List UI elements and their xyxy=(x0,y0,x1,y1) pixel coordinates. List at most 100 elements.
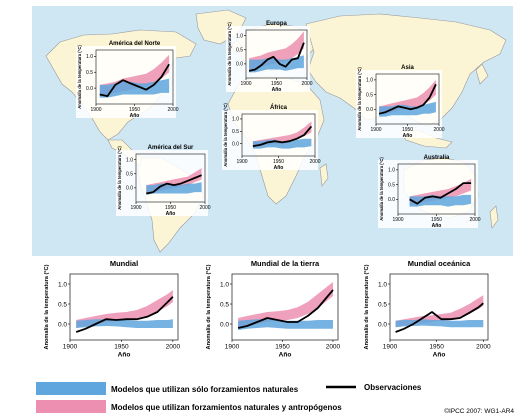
panel-title: Australia xyxy=(424,155,450,161)
observations-line xyxy=(252,125,313,147)
y-tick-label: 0.5 xyxy=(388,182,395,188)
ipcc-credit: ©IPCC 2007: WG1-AR4 xyxy=(444,407,514,415)
panel-title: América del Sur xyxy=(148,145,194,151)
y-tick-label: 0.5 xyxy=(86,70,93,76)
x-tick-label: 1900 xyxy=(90,107,101,113)
panel-mundial-oceanica: 1900 1950 2000 0.0 0.5 1.0 Año Anomalía de la t… xyxy=(364,259,491,358)
anthropogenic-band xyxy=(238,282,333,328)
y-axis-label: Anomalía de la temperatura (°C) xyxy=(77,45,82,109)
legend-anthro-label: Modelos que utilizan forzamientos natura… xyxy=(111,403,342,412)
panel-australia: 1900 1950 2000 0.0 0.5 1.0 Año Anomalía de la t… xyxy=(378,155,481,229)
y-tick-label: 1.0 xyxy=(86,54,93,60)
y-tick-label: 0.0 xyxy=(232,141,239,147)
observations-line xyxy=(395,302,484,333)
legend-observations-label: Observaciones xyxy=(364,383,422,392)
x-tick-label: 2000 xyxy=(326,344,341,351)
y-tick-label: 1.0 xyxy=(58,281,67,288)
observations-line xyxy=(248,42,305,72)
y-tick-label: 1.0 xyxy=(220,281,229,288)
legend-natural-swatch xyxy=(36,382,106,395)
new-zealand-landmass xyxy=(489,205,499,229)
y-tick-label: 0.5 xyxy=(378,301,387,308)
panel-africa: 1900 1950 2000 0.0 0.5 1.0 Año Anomalía de la t… xyxy=(222,103,321,171)
x-tick-label: 1950 xyxy=(165,205,176,211)
chart-panels: 1900 1950 2000 0.0 0.5 1.0 Año Anomalía de la t… xyxy=(44,21,491,358)
x-tick-label: 2000 xyxy=(433,127,444,133)
x-axis-label: Año xyxy=(130,113,140,119)
y-tick-label: 1.0 xyxy=(232,117,239,123)
x-tick-label: 1950 xyxy=(273,159,284,165)
y-tick-label: 0.0 xyxy=(126,186,133,192)
x-tick-label: 1900 xyxy=(392,217,403,223)
panel-title: África xyxy=(270,104,288,111)
y-tick-label: 0.0 xyxy=(220,321,229,328)
panel-title: Asia xyxy=(401,65,414,71)
observations-line xyxy=(378,83,437,115)
x-tick-label: 1950 xyxy=(275,344,290,351)
y-tick-label: 1.0 xyxy=(126,157,133,163)
x-tick-label: 2000 xyxy=(166,344,181,351)
y-tick-label: 0.0 xyxy=(378,321,387,328)
panel-mundial-de-la-tierra: 1900 1950 2000 0.0 0.5 1.0 Año Anomalía de la t… xyxy=(206,259,341,358)
y-tick-label: 0.0 xyxy=(58,321,67,328)
x-tick-label: 2000 xyxy=(301,81,312,87)
panel-title: América del Norte xyxy=(109,41,161,47)
natural-band xyxy=(238,319,333,330)
japan-landmass xyxy=(475,63,489,85)
panel-america-del-sur: 1900 1950 2000 0.0 0.5 1.0 Año Anomalía de la t… xyxy=(116,145,211,217)
panel-title: Mundial xyxy=(110,259,138,268)
x-axis-label: Año xyxy=(279,351,292,358)
panel-mundial: 1900 1950 2000 0.0 0.5 1.0 Año Anomalía de la t… xyxy=(44,259,180,358)
natural-band xyxy=(146,182,202,195)
x-tick-label: 2000 xyxy=(199,205,210,211)
x-tick-label: 1900 xyxy=(63,344,78,351)
x-axis-label: Año xyxy=(433,351,446,358)
x-axis-label: Año xyxy=(432,223,442,229)
x-tick-label: 1950 xyxy=(129,107,140,113)
y-tick-label: 0.0 xyxy=(86,86,93,92)
y-axis-label: Anomalía de la temperatura (°C) xyxy=(223,103,228,167)
y-axis-label: Anomalía de la temperatura (°C) xyxy=(206,264,212,349)
y-tick-label: 0.0 xyxy=(236,62,243,68)
plot-frame xyxy=(231,273,339,341)
x-tick-label: 1950 xyxy=(429,344,444,351)
panel-asia: 1900 1950 2000 0.0 0.5 1.0 Año Anomalía de la t… xyxy=(356,65,445,139)
panel-title: Mundial de la tierra xyxy=(251,259,320,268)
observations-line xyxy=(146,174,202,195)
y-axis-label: Anomalía de la temperatura (°C) xyxy=(227,22,232,86)
y-tick-label: 0.5 xyxy=(366,92,373,98)
y-tick-label: 0.5 xyxy=(58,301,67,308)
madagascar-landmass xyxy=(319,163,329,187)
x-axis-label: Año xyxy=(166,211,176,217)
observations-line xyxy=(99,63,170,97)
x-tick-label: 1950 xyxy=(271,81,282,87)
anthropogenic-band xyxy=(76,290,173,328)
panel-america-del-norte: 1900 1950 2000 0.0 0.5 1.0 Año Anomalía de la t… xyxy=(76,41,179,119)
observations-line xyxy=(75,296,174,333)
x-tick-label: 1900 xyxy=(225,344,240,351)
y-tick-label: 1.0 xyxy=(236,33,243,39)
plot-frame xyxy=(69,273,179,341)
y-tick-label: 0.5 xyxy=(232,129,239,135)
x-tick-label: 2000 xyxy=(309,159,320,165)
y-axis-label: Anomalía de la temperatura (°C) xyxy=(44,264,50,349)
y-tick-label: 0.5 xyxy=(126,172,133,178)
natural-band xyxy=(409,194,472,207)
observations-line xyxy=(237,289,334,329)
y-tick-label: 1.0 xyxy=(388,168,395,174)
anthropogenic-band xyxy=(395,295,484,328)
x-axis-label: Año xyxy=(118,351,131,358)
x-tick-label: 2000 xyxy=(167,107,178,113)
y-tick-label: 0.5 xyxy=(220,301,229,308)
x-tick-label: 1900 xyxy=(240,81,251,87)
y-axis-label: Anomalía de la temperatura (°C) xyxy=(364,264,370,349)
legend-natural-label: Modelos que utilizan sólo forzamientos n… xyxy=(111,385,299,394)
x-tick-label: 1900 xyxy=(236,159,247,165)
natural-band xyxy=(249,55,304,73)
y-tick-label: 0.0 xyxy=(366,107,373,113)
natural-band xyxy=(252,138,312,149)
panel-title: Mundial oceánica xyxy=(408,259,471,268)
x-tick-label: 1900 xyxy=(130,205,141,211)
